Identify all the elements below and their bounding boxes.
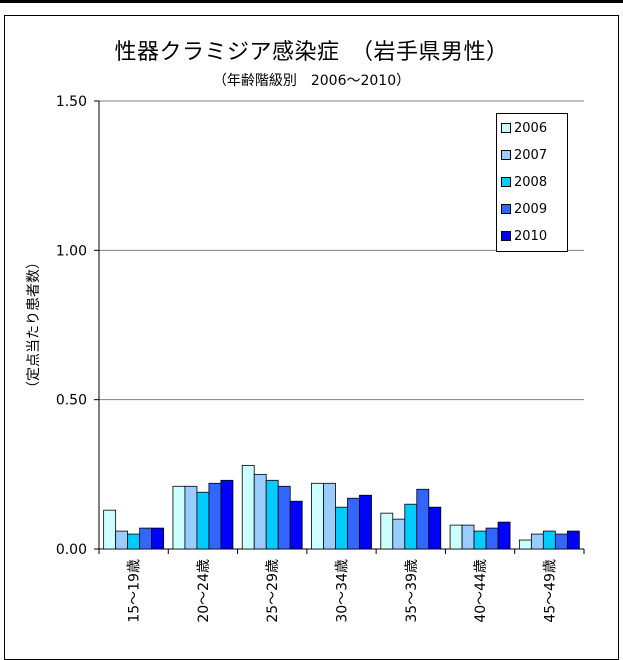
bar-2009-2 xyxy=(277,485,291,550)
legend-item-2010: 2010 xyxy=(501,228,547,244)
chart-subtitle: （年齢階級別 2006～2010） xyxy=(212,73,411,89)
x-tick-label: 30～34歳 xyxy=(335,559,351,623)
legend-label-2007: 2007 xyxy=(514,147,548,163)
legend-item-2007: 2007 xyxy=(501,147,547,163)
bar-2010-3 xyxy=(359,494,372,550)
legend-swatch-2006 xyxy=(501,123,511,133)
bar-2008-1 xyxy=(196,491,210,550)
legend-item-2006: 2006 xyxy=(501,120,547,136)
bar-2010-6 xyxy=(566,530,580,550)
x-tick-label: 15～19歳 xyxy=(127,559,143,623)
y-tick-label: 0.00 xyxy=(56,542,87,558)
y-tick-label: 0.50 xyxy=(56,393,87,409)
legend-swatch-2008 xyxy=(501,177,511,187)
bar-2009-4 xyxy=(416,488,430,550)
bar-2008-0 xyxy=(127,533,141,550)
x-tick-label: 35～39歳 xyxy=(404,559,420,623)
x-tick-label: 25～29歳 xyxy=(265,559,281,623)
bar-2007-0 xyxy=(115,530,129,550)
legend-swatch-2009 xyxy=(501,204,511,214)
bar-2007-1 xyxy=(184,485,198,550)
bar-2006-5 xyxy=(449,524,463,550)
bar-2009-6 xyxy=(554,533,568,550)
bar-2006-1 xyxy=(172,485,186,550)
top-border-line xyxy=(0,0,623,3)
bar-2010-2 xyxy=(289,500,303,550)
bar-2010-5 xyxy=(497,521,511,550)
bar-2009-5 xyxy=(485,527,499,550)
bar-2009-1 xyxy=(208,482,222,550)
bar-2006-3 xyxy=(311,482,324,550)
bar-2007-5 xyxy=(461,524,475,550)
y-tick-label: 1.00 xyxy=(56,243,87,259)
bar-2007-2 xyxy=(253,473,267,550)
bar-2010-4 xyxy=(428,506,442,550)
x-tick-label: 40～44歳 xyxy=(473,559,489,623)
y-axis-label: （定点当たり患者数） xyxy=(26,255,42,395)
bar-2008-5 xyxy=(473,530,487,550)
bar-2006-2 xyxy=(241,464,255,550)
bar-2008-2 xyxy=(265,479,279,550)
legend-label-2006: 2006 xyxy=(514,120,548,136)
bar-2007-6 xyxy=(530,533,544,550)
bar-2007-4 xyxy=(392,518,406,550)
y-tick-label: 1.50 xyxy=(56,94,87,110)
chart-legend: 2006 2007 2008 2009 2010 xyxy=(496,113,568,252)
bar-2008-6 xyxy=(542,530,556,550)
bar-2006-4 xyxy=(380,512,394,550)
legend-item-2009: 2009 xyxy=(501,201,547,217)
bar-2006-6 xyxy=(518,539,532,550)
x-tick-label: 45～49歳 xyxy=(542,559,558,623)
legend-item-2008: 2008 xyxy=(501,174,547,190)
legend-swatch-2007 xyxy=(501,150,511,160)
chart-title: 性器クラミジア感染症 （岩手県男性） xyxy=(114,40,509,65)
legend-label-2009: 2009 xyxy=(514,201,548,217)
x-tick-label: 20～24歳 xyxy=(196,559,212,623)
bar-2008-3 xyxy=(335,506,348,550)
bar-2009-0 xyxy=(139,527,153,550)
bar-2006-0 xyxy=(103,509,117,550)
legend-swatch-2010 xyxy=(501,231,511,241)
bar-2010-1 xyxy=(220,479,234,550)
legend-label-2008: 2008 xyxy=(514,174,548,190)
bar-2010-0 xyxy=(151,527,165,550)
bar-2009-3 xyxy=(347,497,360,550)
legend-label-2010: 2010 xyxy=(514,228,548,244)
bar-2008-4 xyxy=(404,503,418,550)
bar-2007-3 xyxy=(323,482,336,550)
